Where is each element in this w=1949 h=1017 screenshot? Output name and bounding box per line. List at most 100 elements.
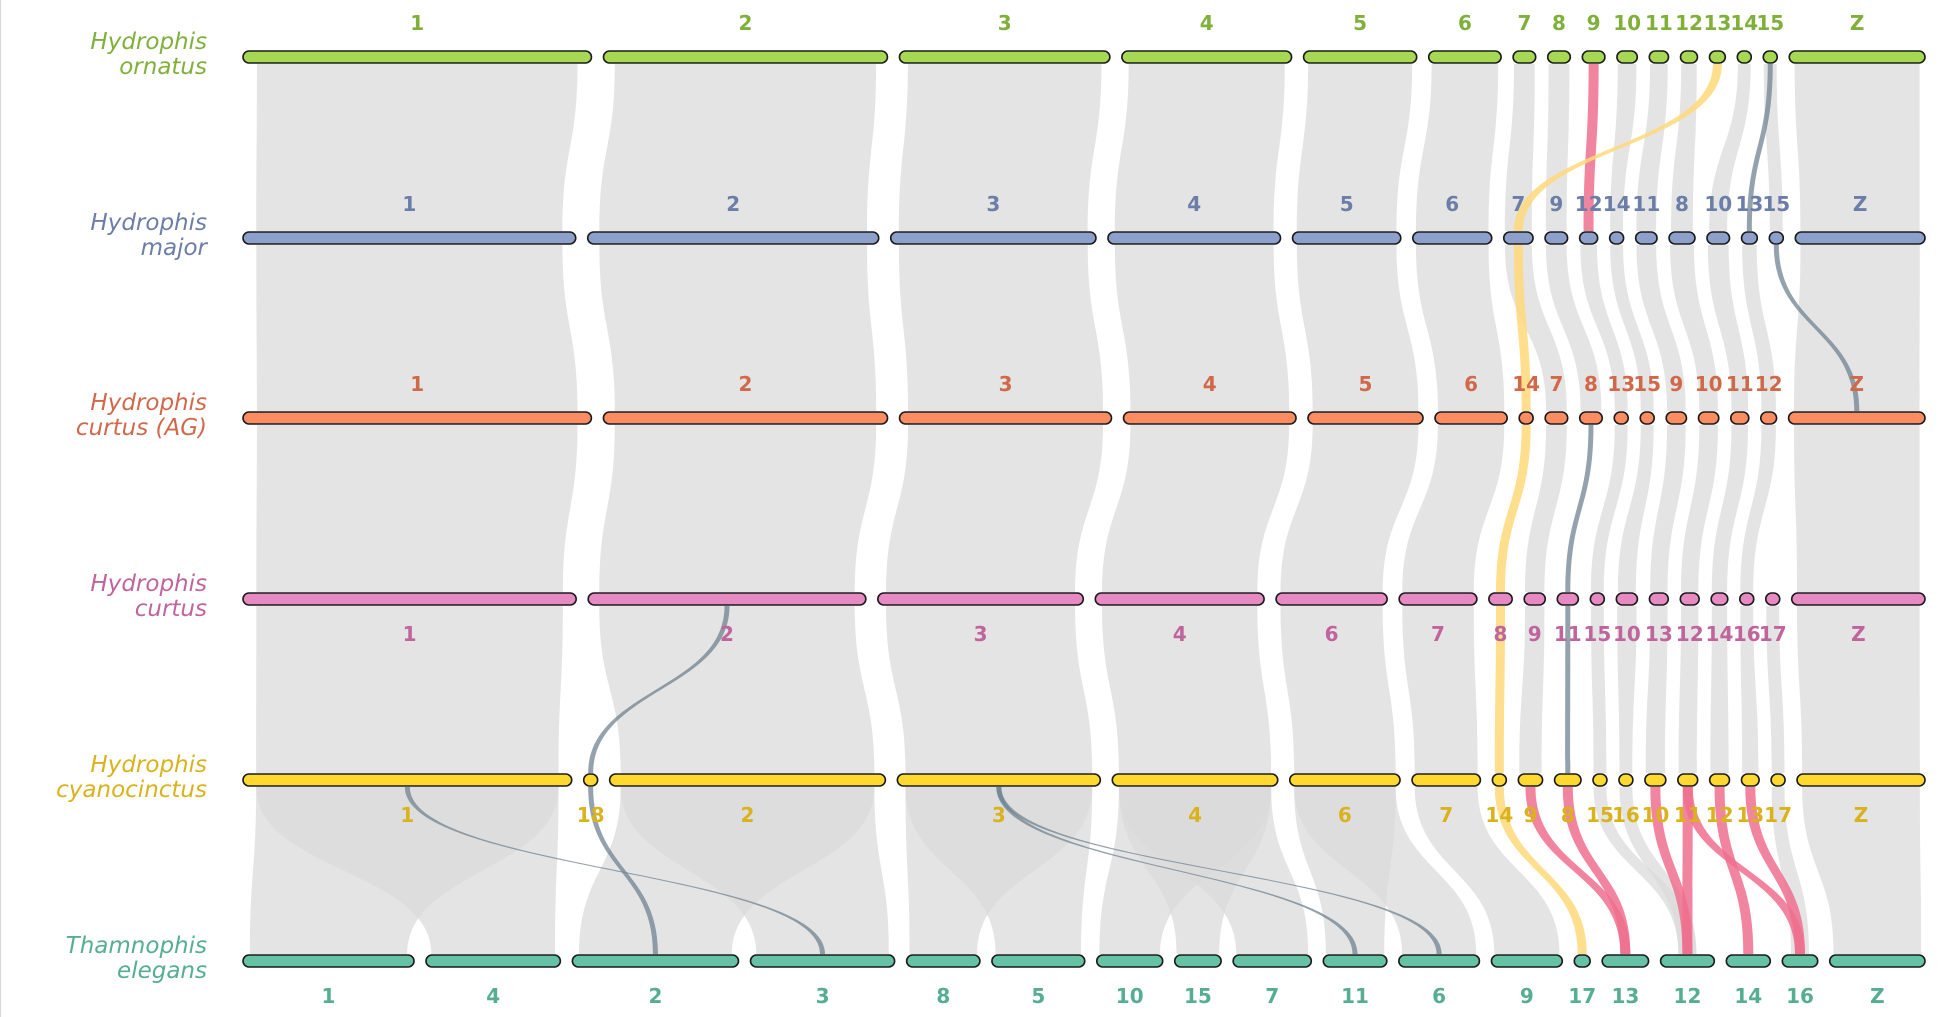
chromosome-5-1[interactable] [242, 954, 415, 968]
chromosome-4-16[interactable] [1618, 773, 1634, 787]
chromosome-3-Z[interactable] [1790, 592, 1926, 606]
chromosome-3-3[interactable] [877, 592, 1085, 606]
chromosome-1-10[interactable] [1706, 231, 1731, 245]
chromosome-0-10[interactable] [1616, 50, 1639, 64]
chromosome-5-9[interactable] [1490, 954, 1564, 968]
chromosome-0-3[interactable] [898, 50, 1111, 64]
chromosome-0-14[interactable] [1736, 50, 1753, 64]
chromosome-2-Z[interactable] [1787, 411, 1926, 425]
chromosome-2-1[interactable] [242, 411, 593, 425]
chromosome-5-16[interactable] [1781, 954, 1819, 968]
chromosome-2-5[interactable] [1307, 411, 1424, 425]
chromosome-0-1[interactable] [242, 50, 593, 64]
chromosome-0-Z[interactable] [1788, 50, 1926, 64]
chromosome-1-Z[interactable] [1794, 231, 1926, 245]
chromosome-4-13[interactable] [1740, 773, 1760, 787]
chromosome-5-14[interactable] [1725, 954, 1772, 968]
chromosome-2-3[interactable] [898, 411, 1113, 425]
chromosome-5-3[interactable] [749, 954, 896, 968]
chromosome-1-6[interactable] [1411, 231, 1493, 245]
chromosome-5-15[interactable] [1173, 954, 1222, 968]
chromosome-2-4[interactable] [1122, 411, 1297, 425]
chromosome-5-7[interactable] [1232, 954, 1313, 968]
chromosome-2-7[interactable] [1544, 411, 1569, 425]
chromosome-5-8[interactable] [905, 954, 981, 968]
chromosome-2-2[interactable] [602, 411, 889, 425]
chromosome-3-10[interactable] [1615, 592, 1639, 606]
chromosome-4-8[interactable] [1553, 773, 1582, 787]
chromosome-2-10[interactable] [1697, 411, 1720, 425]
chromosome-5-13[interactable] [1601, 954, 1650, 968]
chromosome-4-9[interactable] [1517, 773, 1544, 787]
chromosome-3-4[interactable] [1094, 592, 1265, 606]
chromosome-1-4[interactable] [1107, 231, 1282, 245]
chromosome-4-2[interactable] [608, 773, 887, 787]
chromosome-1-7[interactable] [1502, 231, 1534, 245]
chromosome-3-12[interactable] [1679, 592, 1700, 606]
chromosome-1-2[interactable] [586, 231, 880, 245]
chromosome-3-14[interactable] [1710, 592, 1729, 606]
chromosome-1-5[interactable] [1291, 231, 1402, 245]
chromosome-0-4[interactable] [1121, 50, 1293, 64]
chromosome-1-1[interactable] [242, 231, 577, 245]
chromosome-0-8[interactable] [1546, 50, 1572, 64]
chromosome-2-11[interactable] [1729, 411, 1750, 425]
chromosome-3-7[interactable] [1398, 592, 1478, 606]
chromosome-0-11[interactable] [1648, 50, 1670, 64]
chromosome-3-9[interactable] [1523, 592, 1547, 606]
chromosome-3-11[interactable] [1556, 592, 1580, 606]
chromosome-5-6[interactable] [1398, 954, 1481, 968]
chromosome-3-6[interactable] [1275, 592, 1388, 606]
chromosome-4-18[interactable] [582, 773, 599, 787]
chromosome-4-4[interactable] [1111, 773, 1279, 787]
chromosome-4-1[interactable] [242, 773, 573, 787]
chromosome-4-17[interactable] [1770, 773, 1786, 787]
chromosome-2-13[interactable] [1613, 411, 1630, 425]
chromosome-2-8[interactable] [1578, 411, 1604, 425]
chromosome-0-7[interactable] [1512, 50, 1537, 64]
chromosome-5-5[interactable] [991, 954, 1086, 968]
chromosome-4-12[interactable] [1708, 773, 1731, 787]
chromosome-1-3[interactable] [889, 231, 1097, 245]
chromosome-5-12[interactable] [1659, 954, 1716, 968]
chromosome-3-8[interactable] [1488, 592, 1513, 606]
chromosome-4-6[interactable] [1288, 773, 1401, 787]
chromosome-5-2[interactable] [571, 954, 740, 968]
chromosome-0-12[interactable] [1679, 50, 1699, 64]
chromosome-2-6[interactable] [1434, 411, 1508, 425]
chromosome-2-9[interactable] [1665, 411, 1688, 425]
chromosome-0-2[interactable] [602, 50, 889, 64]
chromosome-3-16[interactable] [1738, 592, 1755, 606]
chromosome-0-15[interactable] [1762, 50, 1779, 64]
chromosome-1-8[interactable] [1668, 231, 1696, 245]
chromosome-3-2[interactable] [587, 592, 867, 606]
chromosome-2-12[interactable] [1759, 411, 1778, 425]
chromosome-4-7[interactable] [1411, 773, 1482, 787]
chromosome-3-1[interactable] [242, 592, 577, 606]
chromosome-4-14[interactable] [1491, 773, 1508, 787]
chromosome-3-15[interactable] [1589, 592, 1606, 606]
chromosome-1-15[interactable] [1768, 231, 1785, 245]
chromosome-3-13[interactable] [1648, 592, 1670, 606]
chromosome-5-11[interactable] [1322, 954, 1388, 968]
chromosome-1-9[interactable] [1544, 231, 1569, 245]
chromosome-5-17[interactable] [1573, 954, 1591, 968]
chromosome-0-5[interactable] [1302, 50, 1418, 64]
chromosome-1-12[interactable] [1578, 231, 1599, 245]
chromosome-4-Z[interactable] [1796, 773, 1926, 787]
chromosome-0-6[interactable] [1427, 50, 1502, 64]
chromosome-0-9[interactable] [1581, 50, 1606, 64]
chromosome-1-13[interactable] [1740, 231, 1759, 245]
chromosome-4-11[interactable] [1677, 773, 1699, 787]
chromosome-5-Z[interactable] [1828, 954, 1926, 968]
chromosome-4-3[interactable] [896, 773, 1102, 787]
chromosome-2-14[interactable] [1518, 411, 1534, 425]
chromosome-4-15[interactable] [1592, 773, 1608, 787]
chromosome-4-10[interactable] [1644, 773, 1667, 787]
chromosome-3-17[interactable] [1764, 592, 1781, 606]
chromosome-0-13[interactable] [1708, 50, 1727, 64]
chromosome-2-15[interactable] [1639, 411, 1655, 425]
chromosome-5-4[interactable] [425, 954, 562, 968]
chromosome-1-11[interactable] [1634, 231, 1658, 245]
chromosome-1-14[interactable] [1608, 231, 1625, 245]
